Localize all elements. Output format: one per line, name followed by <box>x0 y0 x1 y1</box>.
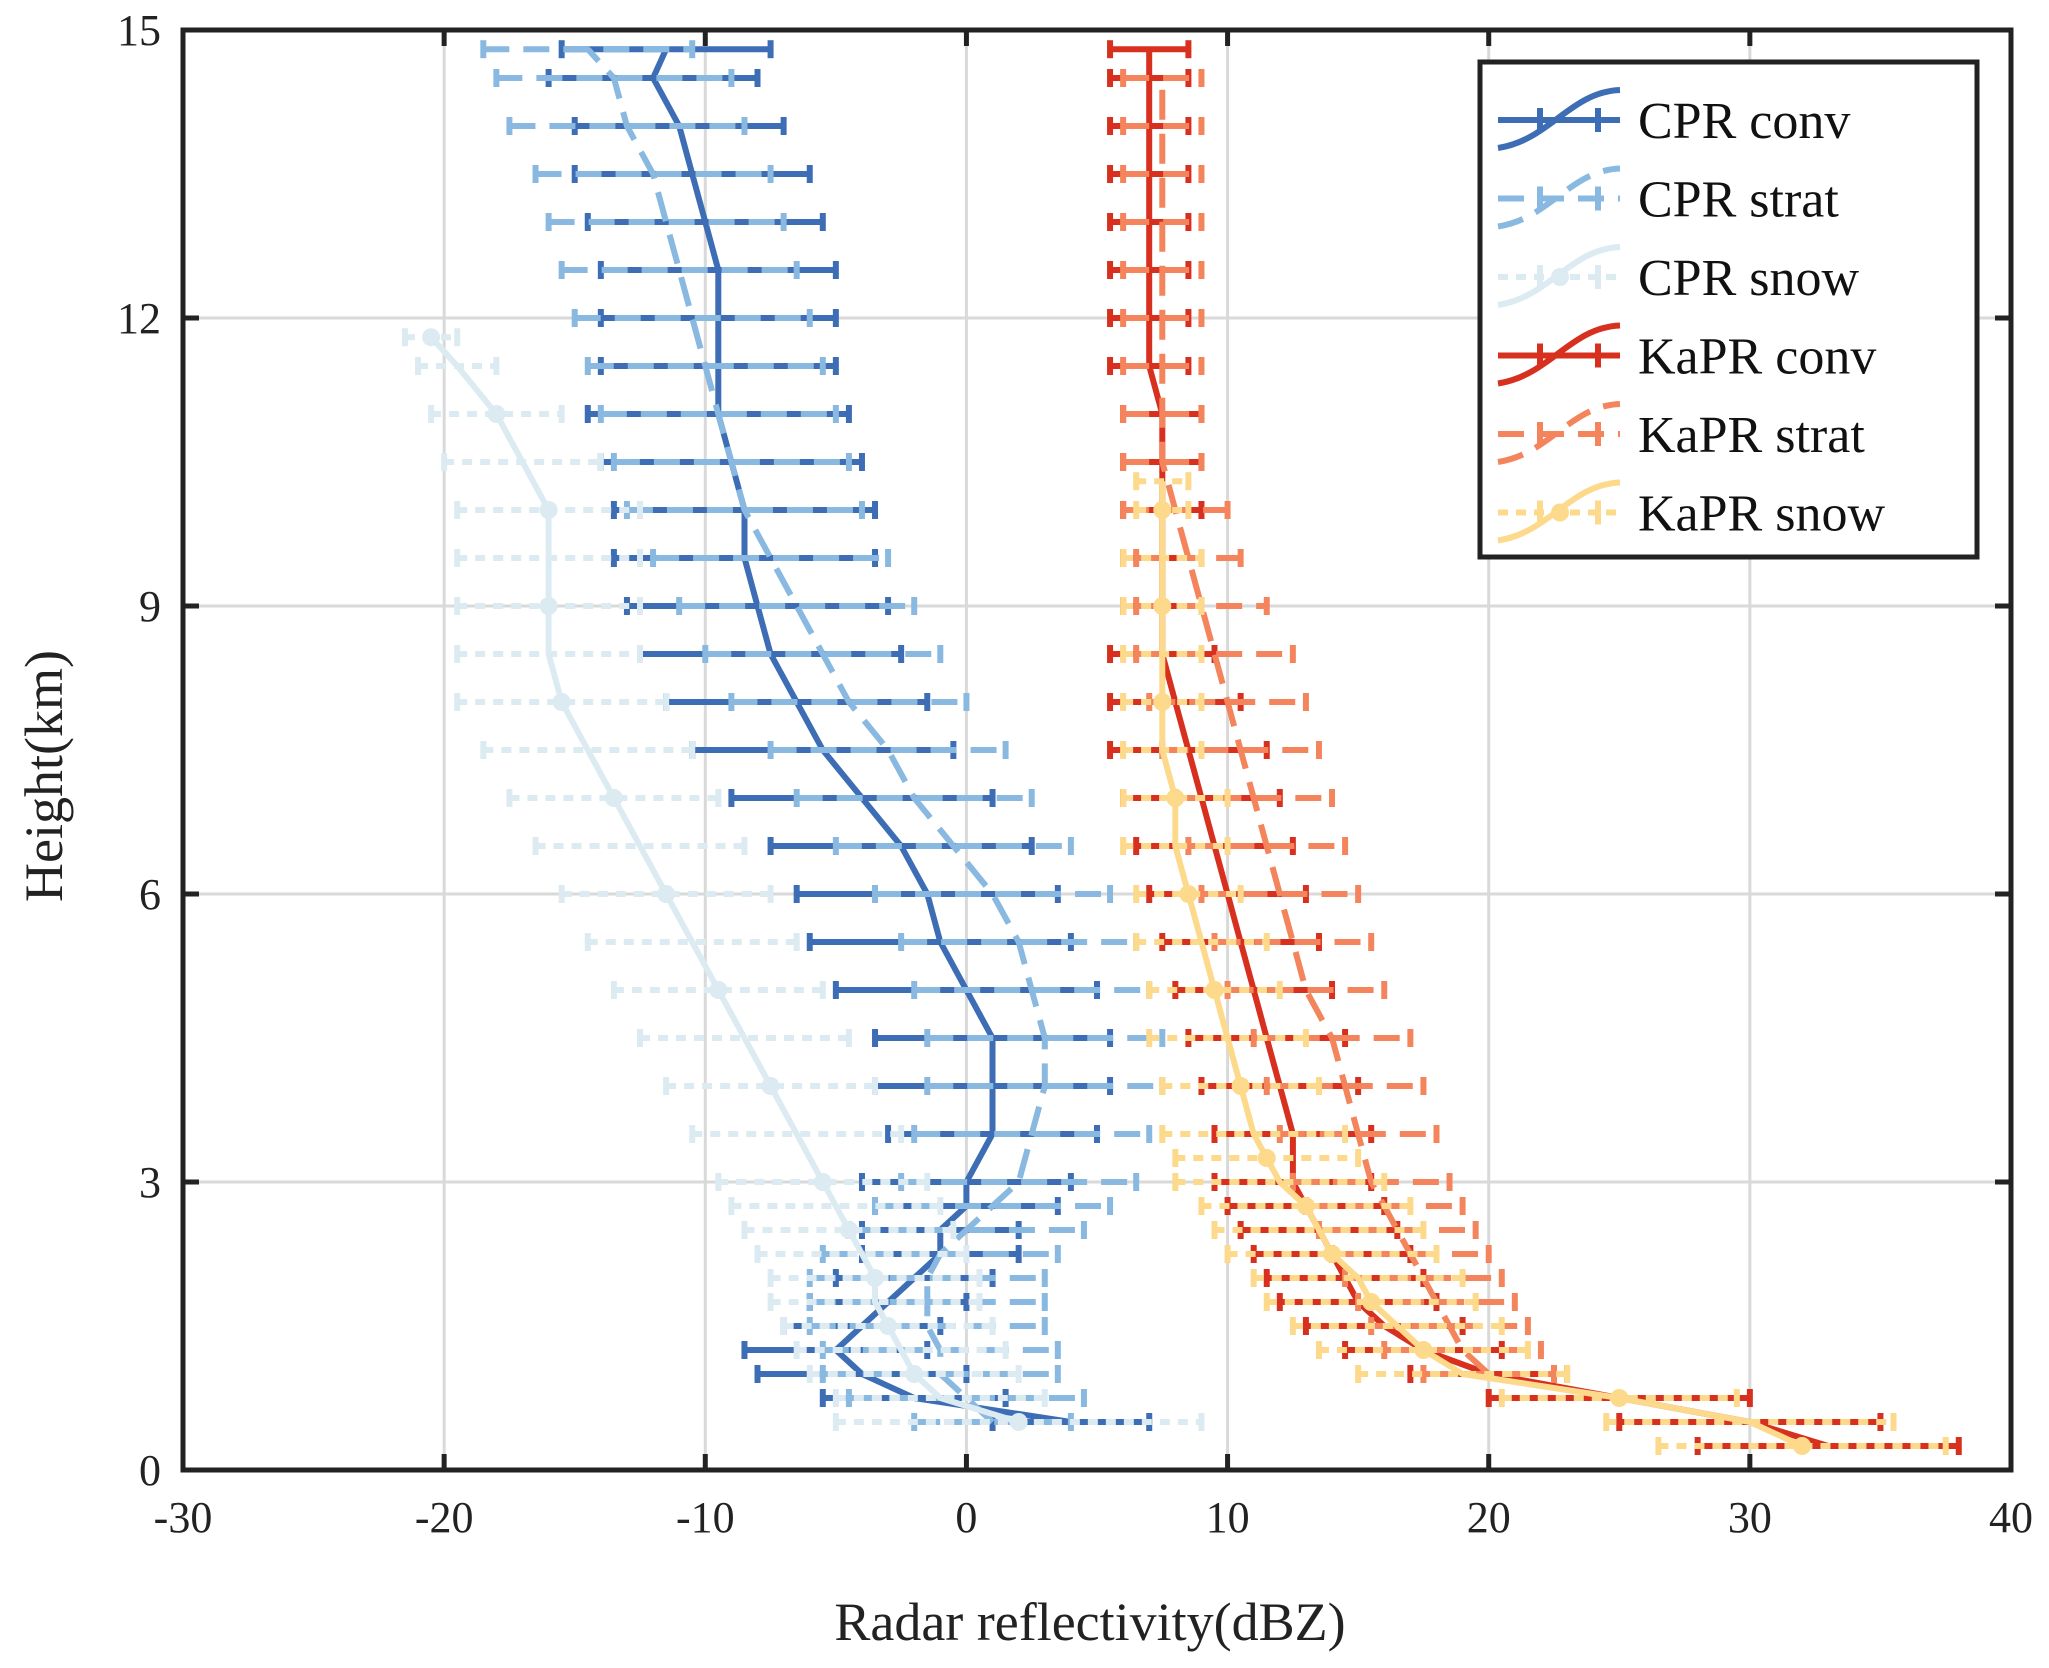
legend-entry-5: KaPR snow <box>1497 479 1885 544</box>
plot-frame <box>180 27 2014 1473</box>
series-marker <box>839 1221 858 1239</box>
series-marker <box>539 597 558 615</box>
x-tick-label-5: 20 <box>1467 1493 1511 1542</box>
legend-swatch-line <box>1497 401 1621 465</box>
legend-label-4: KaPR strat <box>1638 407 1865 464</box>
series-1 <box>480 40 1166 1431</box>
series-marker <box>761 1077 780 1095</box>
series-marker <box>1362 1293 1381 1311</box>
series-marker <box>1153 693 1172 711</box>
series-line <box>1146 49 1830 1449</box>
y-tick-label-3: 9 <box>139 582 161 631</box>
legend: CPR conv CPR strat CPR snow KaPR conv KaPR s… <box>1477 59 1980 560</box>
legend-label-5: KaPR snow <box>1638 486 1885 543</box>
series-marker <box>539 501 558 519</box>
x-tick-label-2: -10 <box>676 1493 735 1542</box>
series-marker <box>422 328 441 347</box>
y-axis-label: Height(km) <box>14 650 74 902</box>
y-tick-label-1: 3 <box>139 1158 161 1207</box>
x-tick-label-0: -30 <box>154 1493 213 1542</box>
series-layer <box>401 40 1962 1455</box>
series-marker <box>1153 597 1172 615</box>
x-axis-label: Radar reflectivity(dBZ) <box>834 1592 1345 1652</box>
series-2 <box>401 328 1205 1431</box>
series-marker <box>552 693 571 711</box>
legend-swatch-marker <box>1551 503 1569 522</box>
legend-swatch-line <box>1497 322 1621 387</box>
y-tick-label-5: 15 <box>117 6 161 55</box>
x-tick-label-4: 10 <box>1206 1493 1250 1542</box>
legend-swatch-line <box>1497 87 1621 151</box>
axes <box>180 27 2014 1473</box>
series-marker <box>1166 789 1185 807</box>
series-4 <box>1120 69 1557 1383</box>
series-line <box>650 47 1072 1425</box>
legend-entry-4: KaPR strat <box>1497 401 1865 465</box>
series-line <box>1159 481 1804 1449</box>
legend-entry-0: CPR conv <box>1497 87 1850 151</box>
legend-swatch-line <box>1497 165 1621 230</box>
legend-swatch-marker <box>1551 268 1569 286</box>
series-line <box>1159 78 1491 1377</box>
series-marker <box>1296 1197 1315 1215</box>
series-marker <box>1257 1149 1276 1167</box>
legend-entry-2: CPR snow <box>1497 244 1860 308</box>
series-marker <box>1323 1245 1342 1263</box>
series-marker <box>813 1173 832 1191</box>
series-marker <box>1610 1389 1629 1407</box>
series-marker <box>1205 981 1224 999</box>
series-line <box>585 47 1048 1425</box>
x-tick-label-1: -20 <box>415 1493 474 1542</box>
legend-label-2: CPR snow <box>1638 250 1860 307</box>
y-tick-label-0: 0 <box>139 1446 161 1495</box>
x-tick-label-6: 30 <box>1728 1493 1772 1542</box>
series-marker <box>1009 1413 1028 1431</box>
series-marker <box>905 1365 924 1383</box>
series-5 <box>1120 472 1949 1455</box>
y-tick-label-4: 12 <box>117 294 161 343</box>
y-tick-labels: 0 3 6 9 12 15 <box>117 6 161 1495</box>
series-marker <box>1414 1341 1433 1359</box>
series-marker <box>657 885 676 903</box>
series-marker <box>1179 885 1198 903</box>
legend-entry-1: CPR strat <box>1497 165 1839 230</box>
series-marker <box>866 1269 885 1287</box>
series-marker <box>1153 501 1172 519</box>
x-tick-labels: -30 -20 -10 0 10 20 30 40 <box>154 1493 2033 1542</box>
legend-entry-3: KaPR conv <box>1497 322 1876 387</box>
series-marker <box>1793 1437 1812 1455</box>
legend-box <box>1477 59 1980 560</box>
y-tick-label-2: 6 <box>139 870 161 919</box>
legend-label-0: CPR conv <box>1638 93 1850 150</box>
x-tick-label-3: 0 <box>955 1493 977 1542</box>
x-tick-label-7: 40 <box>1989 1493 2033 1542</box>
legend-label-3: KaPR conv <box>1638 329 1876 386</box>
series-marker <box>709 981 728 999</box>
series-marker <box>487 405 506 423</box>
series-marker <box>879 1317 898 1335</box>
legend-label-1: CPR strat <box>1638 172 1839 229</box>
series-marker <box>604 789 623 807</box>
series-marker <box>1231 1077 1250 1095</box>
